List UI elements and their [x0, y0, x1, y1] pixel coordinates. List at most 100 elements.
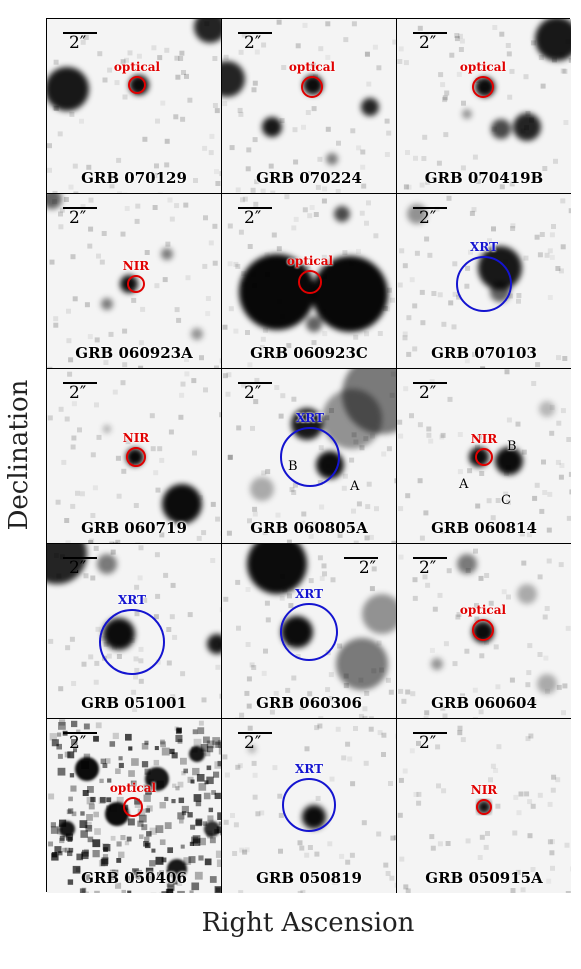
noise-pixel: [532, 495, 538, 501]
noise-pixel: [159, 802, 166, 809]
noise-pixel: [369, 586, 375, 592]
source-blob: [222, 61, 245, 97]
noise-pixel: [365, 504, 371, 510]
noise-pixel: [559, 463, 565, 468]
noise-pixel: [291, 675, 297, 681]
noise-pixel: [384, 118, 390, 124]
noise-pixel: [154, 746, 159, 751]
noise-pixel: [343, 37, 349, 43]
noise-pixel: [100, 758, 107, 765]
noise-pixel: [429, 647, 435, 653]
noise-pixel: [103, 641, 109, 647]
noise-pixel: [67, 879, 74, 885]
noise-pixel: [122, 192, 128, 193]
noise-pixel: [359, 210, 365, 216]
noise-pixel: [160, 741, 166, 748]
noise-pixel: [155, 659, 161, 665]
noise-pixel: [537, 792, 543, 798]
noise-pixel: [364, 535, 370, 541]
noise-pixel: [56, 743, 62, 750]
component-label: C: [501, 493, 511, 508]
noise-pixel: [397, 419, 403, 425]
noise-pixel: [515, 869, 521, 875]
noise-pixel: [429, 379, 435, 385]
noise-pixel: [218, 821, 221, 826]
noise-pixel: [87, 243, 93, 249]
source-blob: [126, 448, 144, 466]
noise-pixel: [546, 558, 552, 564]
noise-pixel: [169, 748, 175, 755]
source-blob: [362, 594, 396, 634]
noise-pixel: [398, 688, 404, 694]
noise-pixel: [238, 111, 244, 117]
noise-pixel: [160, 739, 165, 745]
noise-pixel: [245, 587, 251, 592]
noise-pixel: [381, 451, 387, 457]
noise-pixel: [207, 815, 214, 822]
noise-pixel: [321, 563, 327, 569]
noise-pixel: [560, 408, 566, 414]
scale-label: 2″: [244, 383, 262, 403]
noise-pixel: [390, 297, 395, 303]
noise-pixel: [180, 116, 186, 122]
optical-error-circle: [301, 76, 323, 98]
noise-pixel: [501, 589, 507, 595]
noise-pixel: [94, 337, 100, 343]
noise-pixel: [215, 850, 221, 858]
image-grid: 2″ optical GRB 070129 2″ optical GRB 070224 2″…: [46, 18, 571, 893]
noise-pixel: [454, 36, 460, 42]
noise-pixel: [208, 807, 214, 813]
xrt-error-circle: [99, 609, 165, 675]
noise-pixel: [135, 874, 141, 880]
noise-pixel: [94, 890, 100, 893]
noise-pixel: [542, 614, 548, 620]
noise-pixel: [48, 638, 54, 644]
scale-label: 2″: [244, 733, 262, 753]
noise-pixel: [474, 603, 479, 609]
marker-label: optical: [459, 603, 507, 617]
noise-pixel: [88, 540, 93, 543]
noise-pixel: [108, 331, 114, 337]
noise-pixel: [107, 67, 113, 73]
noise-pixel: [149, 827, 157, 835]
noise-pixel: [125, 439, 131, 445]
noise-pixel: [480, 366, 486, 368]
noise-pixel: [472, 717, 478, 718]
noise-pixel: [419, 535, 425, 541]
image-panel: 2″ optical GRB 070224: [222, 19, 397, 194]
noise-pixel: [492, 25, 498, 30]
noise-pixel: [107, 523, 113, 529]
noise-pixel: [527, 833, 533, 839]
noise-pixel: [246, 676, 252, 682]
noise-pixel: [219, 358, 221, 364]
noise-pixel: [134, 798, 141, 805]
noise-pixel: [368, 726, 374, 732]
noise-pixel: [486, 498, 492, 504]
noise-pixel: [161, 747, 170, 756]
noise-pixel: [181, 805, 189, 814]
noise-pixel: [442, 97, 448, 103]
noise-pixel: [457, 432, 463, 437]
noise-pixel: [209, 876, 217, 883]
noise-pixel: [146, 831, 152, 837]
noise-pixel: [73, 748, 78, 753]
noise-pixel: [252, 506, 258, 512]
noise-pixel: [562, 356, 568, 361]
noise-pixel: [80, 830, 88, 838]
noise-pixel: [154, 552, 160, 558]
noise-pixel: [198, 783, 207, 791]
noise-pixel: [135, 203, 141, 209]
sky-image: [47, 19, 221, 193]
noise-pixel: [264, 252, 270, 258]
noise-pixel: [317, 555, 323, 561]
noise-pixel: [67, 837, 73, 842]
noise-pixel: [57, 732, 62, 737]
noise-pixel: [566, 515, 571, 521]
noise-pixel: [398, 46, 404, 52]
source-blob: [306, 316, 322, 332]
noise-pixel: [212, 260, 218, 266]
sky-image: [47, 371, 221, 543]
noise-pixel: [377, 730, 383, 736]
noise-pixel: [300, 520, 306, 526]
noise-pixel: [236, 425, 242, 431]
